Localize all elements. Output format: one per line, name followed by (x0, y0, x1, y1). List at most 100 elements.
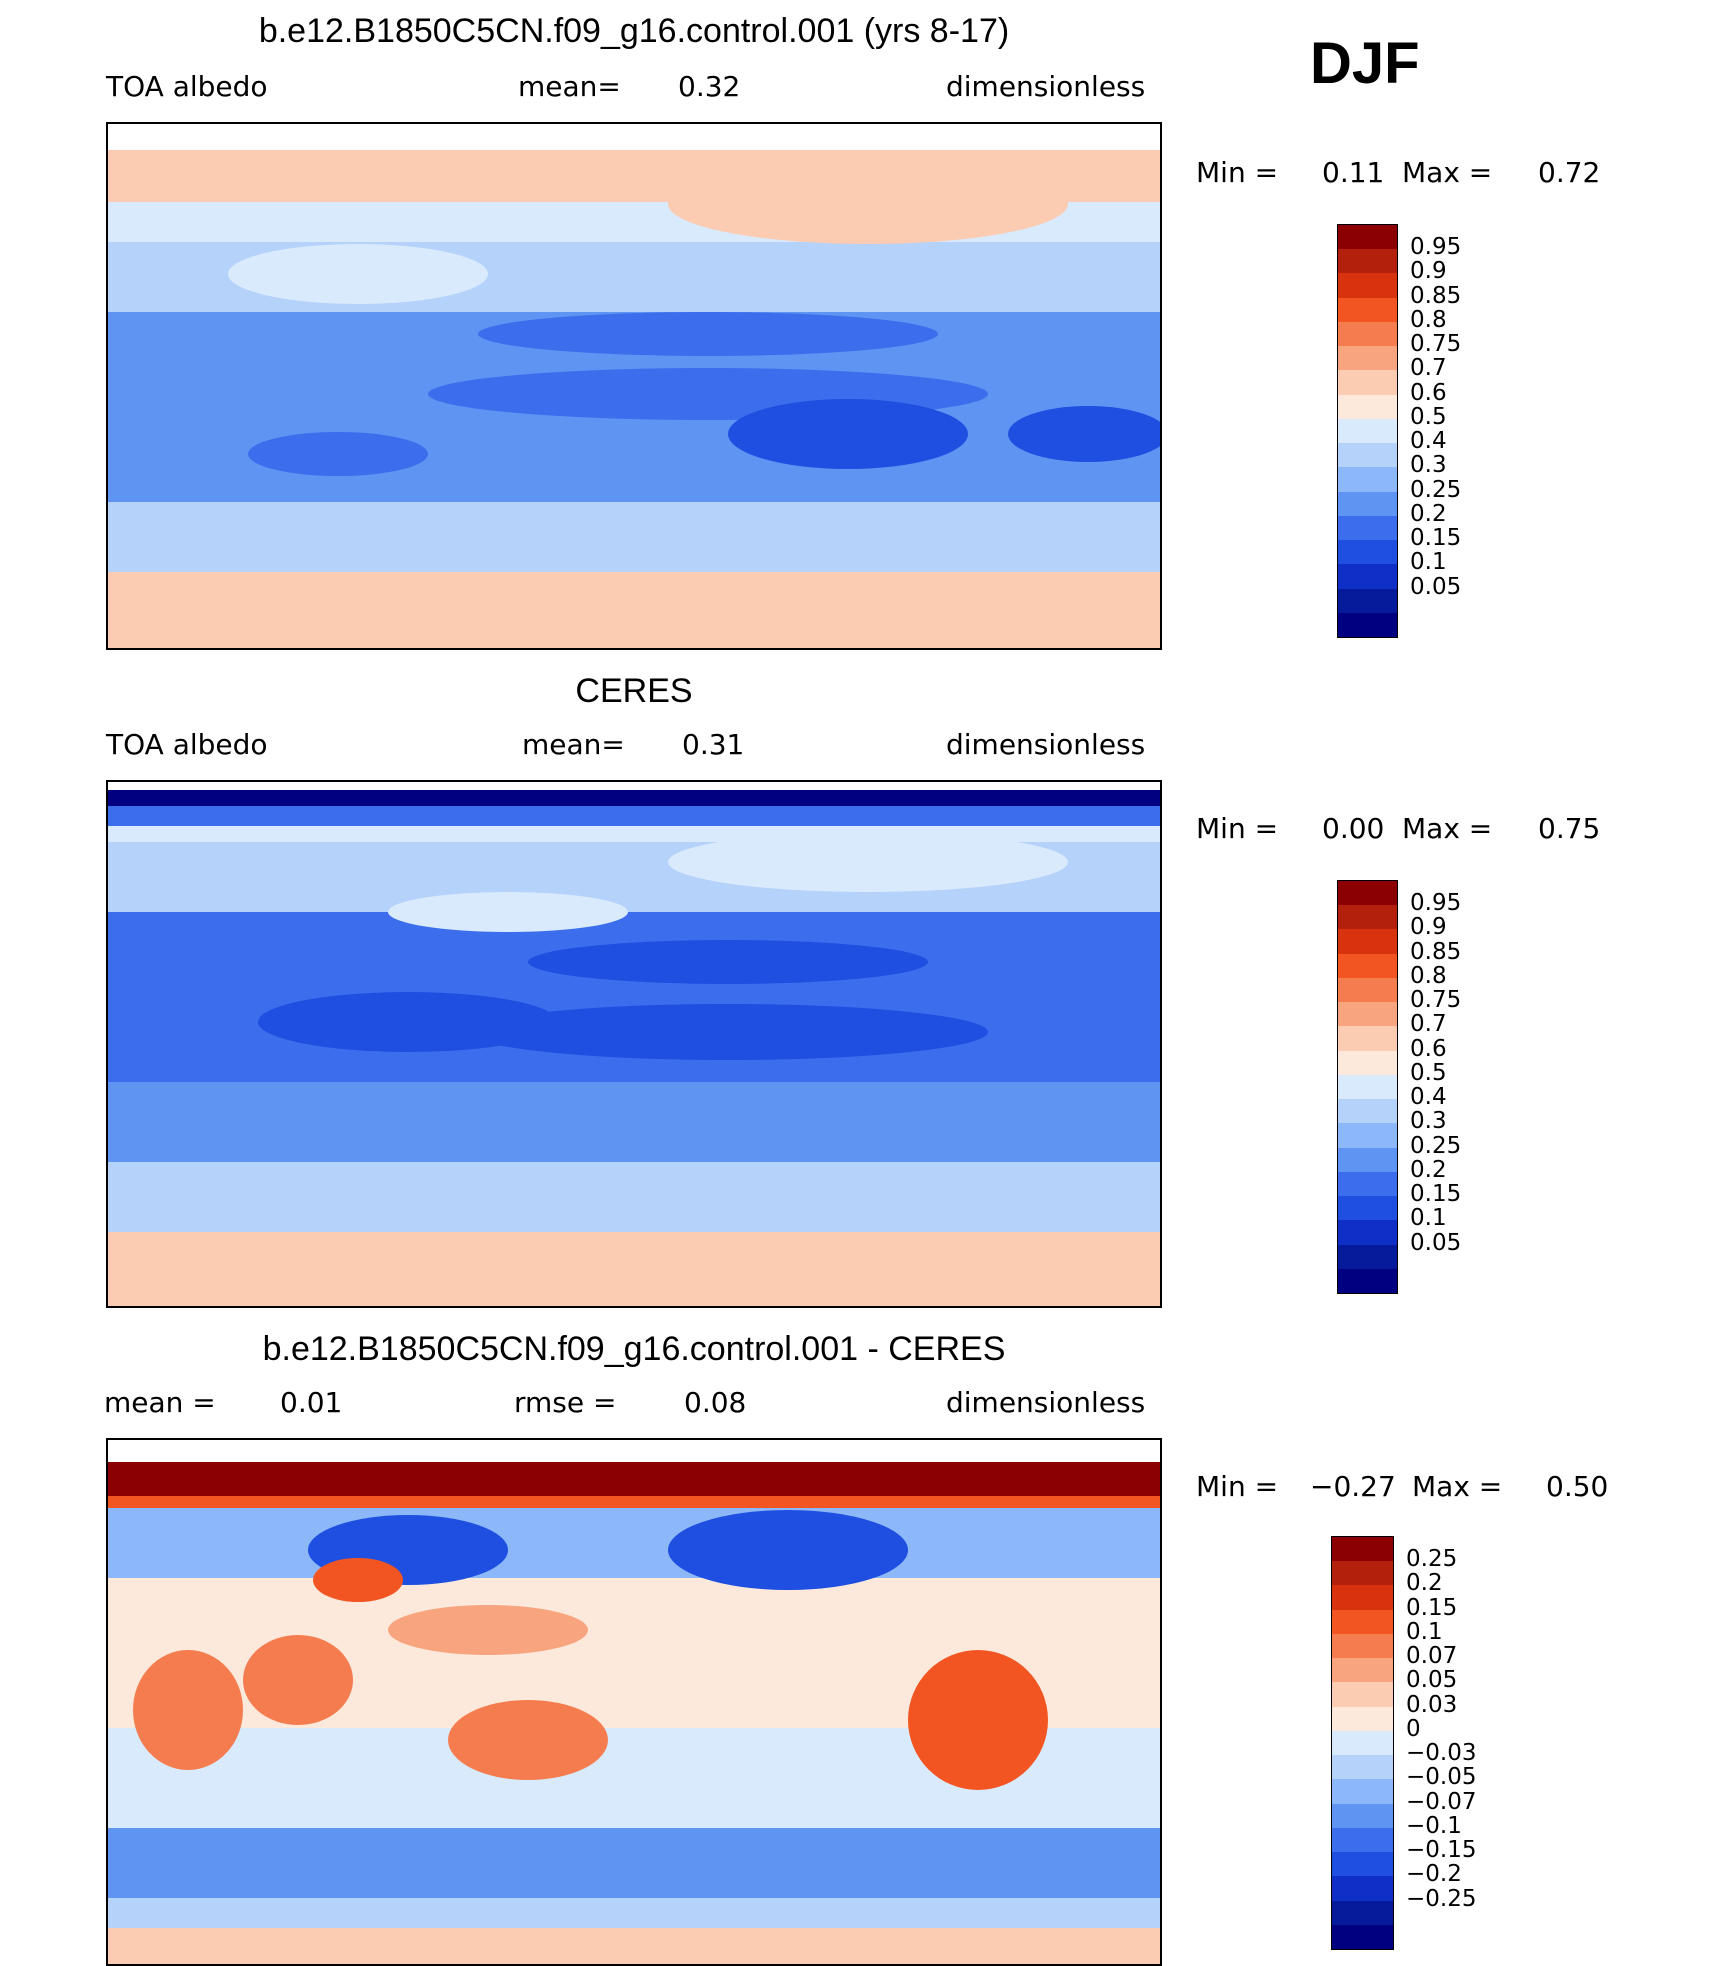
colorbar-swatch (1332, 1803, 1393, 1829)
colorbar-swatch (1332, 1658, 1393, 1683)
colorbar-swatch (1338, 297, 1397, 323)
colorbar-swatch (1338, 273, 1397, 299)
colorbar-tick-label: 0.1 (1410, 549, 1447, 576)
colorbar-tick-label: 0.05 (1410, 1229, 1462, 1256)
panel-model-map (106, 122, 1162, 650)
panel-diff-min-label: Min = (1196, 1470, 1279, 1503)
panel-obs-variable: TOA albedo (106, 728, 268, 761)
colorbar-tick-label: 0.75 (1410, 987, 1462, 1014)
colorbar-swatch (1332, 1924, 1393, 1950)
colorbar-tick-label: −0.25 (1406, 1885, 1477, 1912)
panel-diff-title: b.e12.B1850C5CN.f09_g16.control.001 - CE… (262, 1330, 1006, 1368)
colorbar-tick-label: 0.9 (1410, 258, 1447, 285)
panel-diff-max-value: 0.50 (1546, 1470, 1609, 1503)
panel-model-title: b.e12.B1850C5CN.f09_g16.control.001 (yrs… (258, 12, 1010, 50)
colorbar-swatch (1338, 249, 1397, 274)
colorbar-swatch (1332, 1682, 1393, 1708)
colorbar-tick-label: 0.5 (1410, 1059, 1447, 1086)
panel-diff-map (106, 1438, 1162, 1966)
colorbar-swatch (1332, 1900, 1393, 1926)
colorbar-tick-label: 0.15 (1406, 1594, 1458, 1621)
colorbar-swatch (1338, 881, 1397, 906)
colorbar-tick-label: −0.2 (1406, 1861, 1462, 1888)
panel-diff-max-label: Max = (1412, 1470, 1503, 1503)
colorbar-tick-label: 0.07 (1406, 1643, 1458, 1670)
colorbar-swatch (1338, 443, 1397, 468)
panel-obs-colorbar (1337, 880, 1398, 1294)
colorbar-swatch (1338, 540, 1397, 565)
colorbar-swatch (1338, 1074, 1397, 1100)
panel-obs-units: dimensionless (946, 728, 1146, 761)
colorbar-swatch (1332, 1730, 1393, 1756)
colorbar-swatch (1332, 1755, 1393, 1780)
colorbar-swatch (1338, 370, 1397, 396)
colorbar-swatch (1338, 1002, 1397, 1027)
colorbar-swatch (1338, 1026, 1397, 1052)
colorbar-tick-label: 0.7 (1410, 1011, 1447, 1038)
colorbar-swatch (1332, 1609, 1393, 1635)
colorbar-tick-label: 0.3 (1410, 1108, 1447, 1135)
colorbar-tick-label: 0.25 (1406, 1546, 1458, 1573)
colorbar-tick-label: 0.3 (1410, 452, 1447, 479)
colorbar-tick-label: 0.85 (1410, 938, 1462, 965)
map-model-svg (108, 124, 1160, 648)
panel-obs-min-label: Min = (1196, 812, 1279, 845)
colorbar-tick-label: −0.05 (1406, 1764, 1477, 1791)
colorbar-swatch (1338, 929, 1397, 955)
colorbar-tick-label: 0.1 (1410, 1205, 1447, 1232)
panel-model-max-value: 0.72 (1538, 156, 1601, 189)
colorbar-tick-label: 0.05 (1410, 573, 1462, 600)
colorbar-tick-label: 0.25 (1410, 476, 1462, 503)
panel-diff-rmse-value: 0.08 (684, 1386, 747, 1419)
panel-model-max-label: Max = (1402, 156, 1493, 189)
colorbar-swatch (1332, 1852, 1393, 1877)
colorbar-tick-label: 0.95 (1410, 234, 1462, 261)
colorbar-tick-label: 0.15 (1410, 525, 1462, 552)
colorbar-swatch (1338, 977, 1397, 1003)
colorbar-swatch (1338, 612, 1397, 638)
colorbar-tick-label: 0.6 (1410, 379, 1447, 406)
panel-obs-mean-value: 0.31 (682, 728, 745, 761)
colorbar-swatch (1332, 1876, 1393, 1902)
panel-model-min-value: 0.11 (1322, 156, 1385, 189)
colorbar-swatch (1338, 1196, 1397, 1221)
colorbar-swatch (1338, 1050, 1397, 1076)
colorbar-tick-label: 0.6 (1410, 1035, 1447, 1062)
panel-model-colorbar (1337, 224, 1398, 638)
panel-obs-max-value: 0.75 (1538, 812, 1601, 845)
colorbar-tick-label: −0.03 (1406, 1740, 1477, 1767)
panel-diff-rmse-label: rmse = (514, 1386, 617, 1419)
colorbar-swatch (1338, 515, 1397, 541)
map-diff-svg (108, 1440, 1160, 1964)
panel-diff-mean-value: 0.01 (280, 1386, 343, 1419)
colorbar-tick-label: 0.5 (1410, 403, 1447, 430)
panel-model-min-label: Min = (1196, 156, 1279, 189)
colorbar-tick-label: 0.9 (1410, 914, 1447, 941)
colorbar-tick-label: 0.05 (1406, 1667, 1458, 1694)
colorbar-tick-label: −0.15 (1406, 1837, 1477, 1864)
colorbar-swatch (1338, 1147, 1397, 1173)
colorbar-swatch (1338, 1123, 1397, 1149)
panel-diff-colorbar (1331, 1536, 1394, 1950)
colorbar-tick-label: 0.75 (1410, 331, 1462, 358)
colorbar-tick-label: 0.1 (1406, 1618, 1443, 1645)
colorbar-swatch (1338, 1244, 1397, 1270)
panel-obs-colorbar-ticks: 0.95 0.9 0.85 0.8 0.75 0.7 0.6 0.5 0.4 0.3 0.25 0.2… (1410, 880, 1530, 1294)
colorbar-tick-label: 0.25 (1410, 1132, 1462, 1159)
panel-diff-mean-label: mean = (104, 1386, 216, 1419)
colorbar-swatch (1332, 1827, 1393, 1853)
panel-model-units: dimensionless (946, 70, 1146, 103)
colorbar-swatch (1338, 564, 1397, 590)
panel-obs-min-value: 0.00 (1322, 812, 1385, 845)
colorbar-tick-label: 0.85 (1410, 282, 1462, 309)
panel-diff-colorbar-ticks: 0.25 0.2 0.15 0.1 0.07 0.05 0.03 0 −0.03 −0.05 −0.… (1406, 1536, 1526, 1950)
colorbar-tick-label: 0.8 (1410, 306, 1447, 333)
colorbar-swatch (1332, 1585, 1393, 1611)
colorbar-swatch (1332, 1537, 1393, 1562)
colorbar-tick-label: 0.2 (1410, 1156, 1447, 1183)
colorbar-swatch (1332, 1561, 1393, 1586)
colorbar-tick-label: 0.8 (1410, 962, 1447, 989)
panel-obs-max-label: Max = (1402, 812, 1493, 845)
panel-obs-map (106, 780, 1162, 1308)
colorbar-swatch (1338, 467, 1397, 493)
